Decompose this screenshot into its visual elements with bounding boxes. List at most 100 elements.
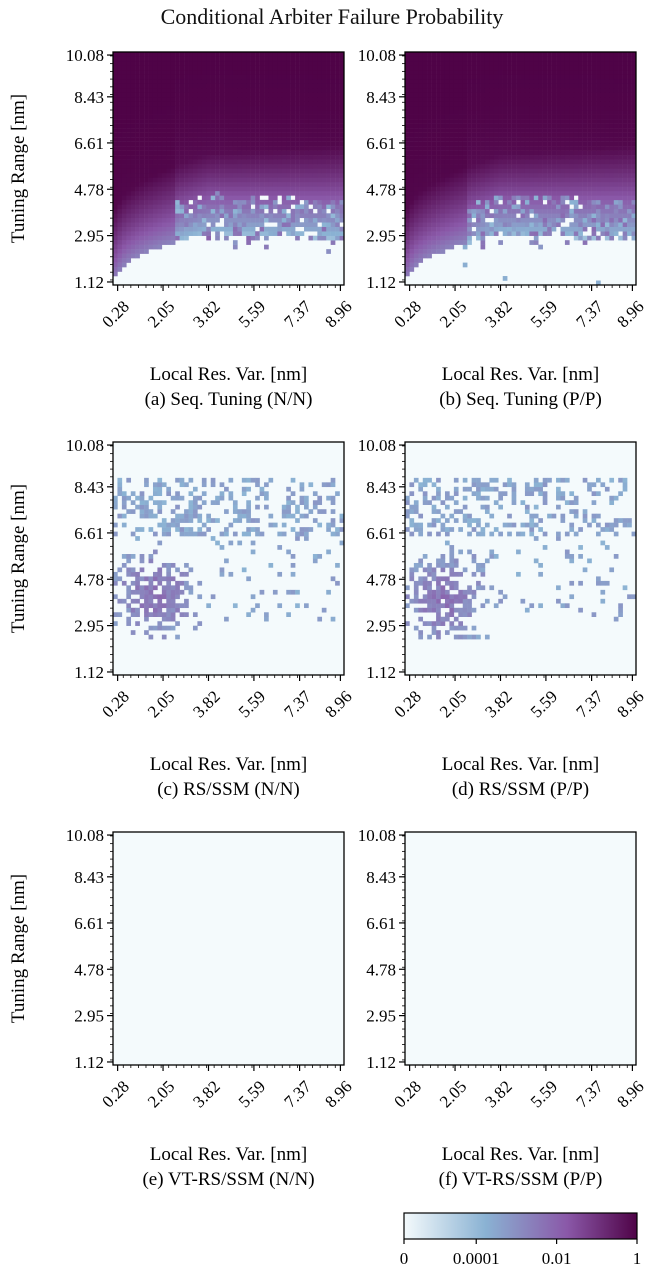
heatmap-cell [237,96,243,102]
heatmap-cell [564,204,570,210]
heatmap-cell [113,249,118,254]
heatmap-cell [117,186,123,192]
heatmap-cell [458,222,463,227]
heatmap-cell [618,105,623,111]
heatmap-cell [175,119,180,124]
heatmap-cell [449,172,455,178]
heatmap-cell [449,231,455,236]
heatmap-cell [453,208,459,214]
heatmap-cell [564,60,570,66]
heatmap-cell [422,141,428,147]
heatmap-cell [409,253,415,259]
heatmap-cell [117,101,123,107]
heatmap-cell [139,195,145,201]
heatmap-cell [148,589,154,595]
heatmap-cell [449,186,455,192]
heatmap-cell [121,159,127,165]
heatmap-cell [312,159,318,165]
heatmap-cell [560,155,566,160]
heatmap-cell [440,226,446,232]
heatmap-cell [184,172,189,178]
heatmap-cell [453,150,459,156]
heatmap-cell [578,146,583,151]
heatmap-cell [330,137,336,142]
heatmap-cell [467,137,472,142]
heatmap-cell [560,137,566,142]
heatmap-cell [201,83,207,89]
heatmap-cell [529,204,535,210]
heatmap-cell [152,146,158,151]
heatmap-cell [533,60,539,66]
heatmap-cell [219,213,225,219]
heatmap-cell [330,518,336,523]
heatmap-cell [304,105,309,111]
heatmap-cell [547,208,552,214]
heatmap-cell [184,213,189,219]
heatmap-cell [286,204,291,210]
heatmap-cell [569,87,575,93]
heatmap-cell [596,159,601,165]
heatmap-cell [121,213,127,219]
heatmap-cell [326,235,331,241]
heatmap-cell [596,168,601,174]
heatmap-cell [144,199,149,205]
heatmap-cell [453,83,459,89]
heatmap-cell [502,92,508,98]
heatmap-cell [502,181,508,187]
heatmap-cell [431,204,437,210]
heatmap-cell [551,96,557,102]
heatmap-cell [449,65,455,71]
heatmap-cell [215,172,220,178]
heatmap-cell [126,92,132,98]
heatmap-cell [458,128,463,133]
heatmap-cell [413,87,419,93]
heatmap-cell [476,105,481,111]
heatmap-cell [471,190,477,196]
heatmap-cell [317,60,323,66]
heatmap-cell [484,181,490,187]
heatmap-cell [511,181,517,187]
heatmap-cell [440,52,446,57]
heatmap-cell [255,83,260,89]
heatmap-cell [157,625,163,631]
heatmap-cell [560,65,566,71]
heatmap-cell [317,199,323,205]
heatmap-cell [582,128,588,133]
heatmap-cell [627,231,632,236]
heatmap-cell [317,123,323,129]
heatmap-cell [304,504,309,510]
heatmap-cell [462,168,468,174]
heatmap-cell [587,181,592,187]
heatmap-cell [462,110,468,115]
heatmap-cell [622,96,628,102]
heatmap-cell [277,87,283,93]
heatmap-cell [121,491,127,497]
heatmap-cell [299,222,305,227]
heatmap-cell [533,240,539,245]
heatmap-cell [281,128,287,133]
heatmap-cell [139,52,145,57]
heatmap-cell [413,258,419,263]
heatmap-cell [144,594,149,600]
heatmap-cell [427,150,432,156]
heatmap-cell [524,226,530,232]
heatmap-cell [409,101,415,107]
heatmap-cell [197,186,203,192]
heatmap-cell [175,235,180,241]
heatmap-cell [462,150,468,156]
heatmap-cell [489,83,495,89]
heatmap-cell [458,150,463,156]
heatmap-cell [286,612,291,617]
heatmap-cell [135,60,140,66]
heatmap-cell [440,114,446,120]
heatmap-cell [409,146,415,151]
heatmap-cell [286,226,291,232]
heatmap-cell [516,168,521,174]
heatmap-cell [573,181,579,187]
heatmap-cell [148,598,154,604]
heatmap-cell [613,164,619,169]
heatmap-cell [308,65,314,71]
heatmap-cell [224,65,229,71]
heatmap-cell [175,186,180,192]
heatmap-cell [547,110,552,115]
